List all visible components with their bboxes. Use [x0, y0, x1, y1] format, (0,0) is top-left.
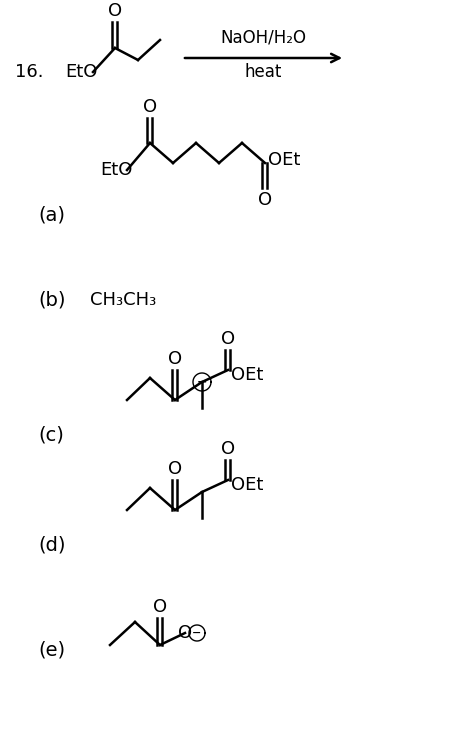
Text: OEt: OEt	[231, 476, 263, 494]
Text: NaOH/H₂O: NaOH/H₂O	[220, 29, 306, 47]
Text: O: O	[142, 98, 157, 116]
Text: EtO: EtO	[65, 63, 97, 81]
Text: O: O	[167, 460, 182, 478]
Text: EtO: EtO	[100, 161, 132, 179]
Text: (d): (d)	[38, 535, 66, 554]
Text: heat: heat	[244, 63, 282, 81]
Text: 16.: 16.	[15, 63, 43, 81]
Text: −: −	[196, 375, 207, 388]
Text: OEt: OEt	[231, 366, 263, 384]
Text: (c): (c)	[38, 425, 64, 445]
Text: (e): (e)	[38, 640, 65, 660]
Text: OEt: OEt	[268, 151, 300, 169]
Text: O: O	[221, 440, 234, 458]
Text: O: O	[167, 350, 182, 368]
Text: CH₃CH₃: CH₃CH₃	[90, 291, 156, 309]
Text: O: O	[221, 330, 234, 348]
Text: −: −	[192, 628, 201, 638]
Text: (b): (b)	[38, 290, 66, 309]
Text: O: O	[177, 624, 192, 642]
Text: O: O	[258, 191, 272, 209]
Text: O: O	[108, 2, 122, 20]
Text: O: O	[152, 598, 167, 616]
Text: (a): (a)	[38, 206, 65, 225]
